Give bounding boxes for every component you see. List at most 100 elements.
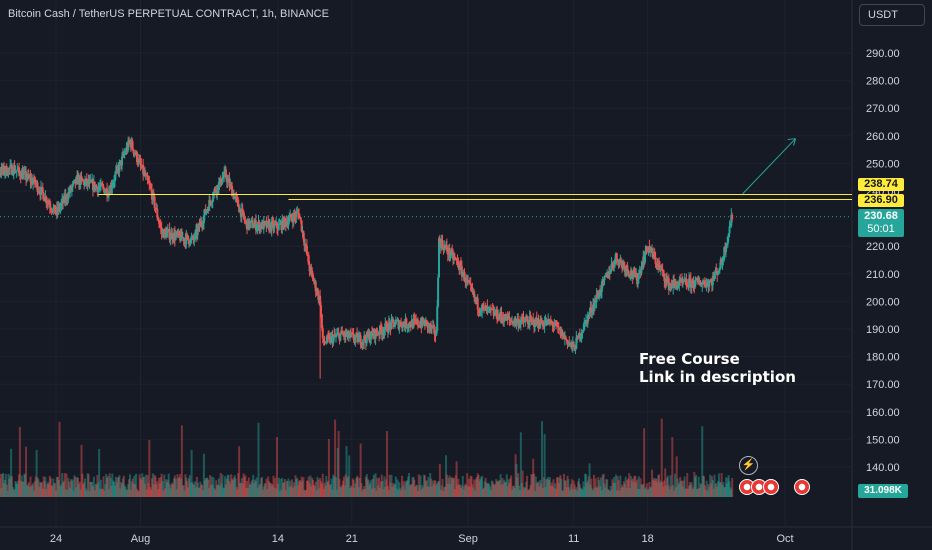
volume-bar bbox=[68, 482, 71, 497]
volume-bar bbox=[498, 480, 501, 497]
candle-body bbox=[613, 264, 616, 267]
volume-bar bbox=[408, 485, 411, 497]
volume-bar bbox=[608, 490, 611, 497]
candle-body bbox=[368, 333, 371, 342]
candle-body bbox=[67, 192, 70, 200]
volume-bar bbox=[638, 489, 641, 497]
volume-bar bbox=[598, 480, 601, 497]
volume-bar bbox=[482, 489, 485, 497]
us-flag-icon[interactable] bbox=[794, 479, 810, 495]
volume-bar bbox=[445, 474, 448, 497]
volume-bar bbox=[526, 475, 529, 497]
candle-body bbox=[609, 270, 612, 274]
candle-body bbox=[717, 271, 720, 276]
candle-body bbox=[582, 329, 585, 332]
candle-body bbox=[233, 196, 236, 199]
candle-body bbox=[9, 165, 12, 169]
candle-body bbox=[466, 277, 469, 281]
volume-bar bbox=[200, 484, 203, 497]
volume-bar bbox=[439, 490, 442, 497]
volume-bar bbox=[312, 484, 315, 497]
volume-bar bbox=[258, 485, 261, 497]
currency-button[interactable]: USDT bbox=[859, 4, 925, 26]
candle-body bbox=[386, 323, 389, 332]
candle-body bbox=[45, 196, 48, 204]
candle-body bbox=[723, 247, 726, 260]
candle-body bbox=[715, 270, 718, 272]
volume-bar bbox=[625, 487, 628, 497]
candle-body bbox=[412, 319, 415, 328]
volume-bar bbox=[66, 489, 69, 497]
volume-bar bbox=[307, 476, 310, 497]
volume-bar bbox=[245, 488, 248, 497]
volume-bar bbox=[437, 480, 440, 497]
volume-bar bbox=[241, 483, 244, 497]
volume-bar bbox=[62, 482, 65, 497]
volume-bar bbox=[47, 483, 50, 497]
volume-bar bbox=[424, 481, 427, 497]
us-flag-icon[interactable] bbox=[763, 479, 779, 495]
candle-body bbox=[496, 319, 499, 321]
volume-bar bbox=[102, 476, 105, 497]
volume-bar bbox=[558, 476, 561, 497]
volume-bar bbox=[535, 483, 538, 497]
volume-bar bbox=[399, 487, 402, 497]
volume-bar bbox=[410, 484, 413, 497]
volume-bar bbox=[642, 484, 645, 497]
candle-body bbox=[60, 202, 63, 207]
volume-bar bbox=[583, 486, 586, 497]
volume-bar bbox=[600, 490, 603, 497]
volume-bar bbox=[302, 477, 305, 497]
volume-bar bbox=[717, 481, 720, 497]
candle-body bbox=[526, 320, 529, 325]
volume-bar bbox=[84, 488, 87, 497]
candle-body bbox=[632, 270, 635, 278]
lightning-icon[interactable]: ⚡ bbox=[739, 456, 758, 475]
candle-body bbox=[305, 245, 308, 255]
volume-bar bbox=[500, 484, 503, 497]
volume-bar bbox=[57, 479, 60, 497]
volume-bar bbox=[186, 480, 189, 497]
volume-bar bbox=[705, 480, 708, 497]
volume-bar bbox=[460, 488, 462, 497]
volume-bar bbox=[368, 484, 371, 497]
volume-bar bbox=[699, 483, 702, 497]
volume-bar bbox=[78, 481, 81, 497]
candle-body bbox=[725, 244, 728, 246]
volume-bar bbox=[405, 480, 408, 497]
candle-body bbox=[433, 326, 436, 335]
candle-body bbox=[550, 321, 553, 323]
volume-bar bbox=[174, 478, 177, 497]
volume-bar bbox=[657, 475, 660, 497]
volume-bar bbox=[310, 486, 313, 497]
candle-body bbox=[13, 166, 16, 173]
volume-bar bbox=[137, 490, 140, 497]
volume-bar bbox=[710, 476, 713, 497]
volume-bar bbox=[259, 483, 262, 497]
candle-body bbox=[40, 186, 43, 195]
candle-body bbox=[407, 326, 410, 328]
volume-bar bbox=[467, 478, 470, 497]
candle-body bbox=[159, 225, 162, 228]
candle-body bbox=[657, 263, 660, 268]
volume-bar bbox=[544, 487, 547, 497]
candle-body bbox=[241, 208, 244, 211]
volume-bar bbox=[213, 488, 216, 497]
volume-bar bbox=[537, 481, 540, 497]
symbol-title: Bitcoin Cash / TetherUS PERPETUAL CONTRA… bbox=[8, 8, 329, 20]
volume-bar bbox=[543, 433, 546, 497]
candle-body bbox=[149, 184, 152, 187]
candle-body bbox=[137, 159, 140, 164]
volume-bar bbox=[714, 484, 717, 497]
candle-body bbox=[223, 171, 226, 178]
candle-body bbox=[728, 226, 731, 234]
candle-body bbox=[680, 278, 683, 282]
candle-body bbox=[375, 329, 378, 334]
volume-bar bbox=[364, 476, 367, 497]
volume-bar bbox=[128, 479, 131, 497]
volume-bar bbox=[721, 485, 724, 497]
candle-body bbox=[480, 311, 483, 313]
volume-bar bbox=[484, 477, 487, 497]
